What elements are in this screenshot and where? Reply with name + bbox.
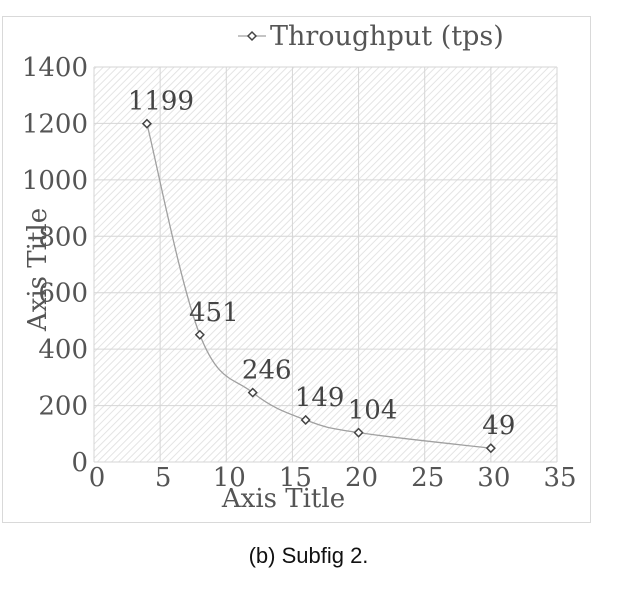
y-tick-label: 800 — [38, 222, 88, 252]
data-label: 451 — [189, 298, 239, 328]
data-label: 149 — [295, 383, 345, 413]
x-tick-label: 0 — [89, 463, 106, 493]
x-tick-label: 30 — [477, 463, 510, 493]
figure-caption: (b) Subfig 2. — [248, 543, 369, 568]
legend: Throughput (tps) — [238, 21, 504, 52]
x-tick-label: 25 — [411, 463, 444, 493]
y-tick-label: 0 — [71, 448, 88, 478]
y-tick-label: 1000 — [22, 166, 88, 196]
legend-label: Throughput (tps) — [270, 21, 504, 52]
y-tick-label: 1400 — [22, 53, 88, 83]
plot-area — [94, 67, 557, 462]
x-axis-title: Axis Title — [221, 484, 345, 514]
x-tick-label: 15 — [279, 463, 312, 493]
data-point-marker — [194, 329, 205, 340]
series-line — [146, 123, 491, 449]
y-tick-label: 1200 — [22, 109, 88, 139]
x-tick-label: 5 — [155, 463, 172, 493]
legend-marker-icon — [246, 30, 258, 42]
data-point-marker — [300, 414, 311, 426]
data-label: 49 — [482, 411, 515, 441]
y-tick-label: 600 — [38, 279, 88, 309]
data-point-marker — [141, 118, 152, 129]
x-tick-label: 10 — [213, 463, 246, 493]
grid-lines — [93, 66, 558, 463]
x-tick-label: 20 — [345, 463, 378, 493]
series-markers — [141, 118, 496, 454]
axis-ticks: 0 200 400 600 800 1000 1200 1400 0 5 10 15 20 25 30 35 — [22, 53, 577, 493]
data-point-marker — [353, 427, 364, 438]
y-tick-label: 400 — [38, 335, 88, 365]
y-tick-label: 200 — [38, 392, 88, 422]
x-tick-label: 35 — [543, 463, 576, 493]
data-point-marker — [485, 443, 496, 454]
data-label: 1199 — [128, 87, 194, 117]
data-point-marker — [247, 387, 258, 398]
y-axis-title: Axis Title — [23, 208, 53, 332]
data-label: 246 — [242, 356, 292, 386]
data-label: 104 — [348, 396, 398, 426]
